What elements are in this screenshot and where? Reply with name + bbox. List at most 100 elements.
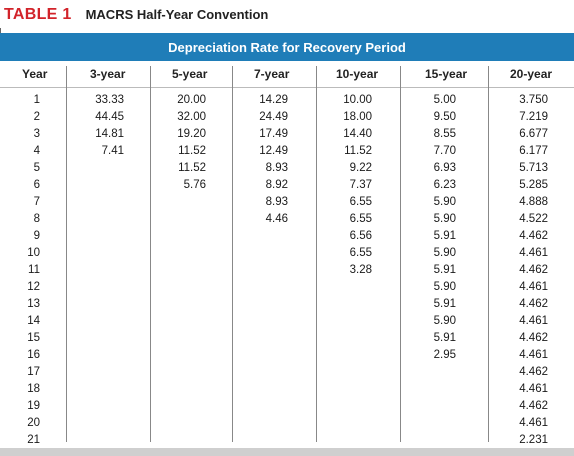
rate-cell: 11.52 xyxy=(178,162,206,174)
banner-text: Depreciation Rate for Recovery Period xyxy=(168,39,406,55)
header-3-year: 3-year xyxy=(90,67,126,81)
rate-cell: 7.70 xyxy=(433,145,456,157)
rate-cell: 2.95 xyxy=(433,349,456,361)
header-7-year: 7-year xyxy=(254,67,290,81)
table-row: 17 4.462 xyxy=(0,366,574,383)
rate-cell: 6.55 xyxy=(349,213,372,225)
table-row: 7 8.93 6.55 5.90 4.888 xyxy=(0,196,574,213)
rate-cell: 6.55 xyxy=(349,196,372,208)
header-20-year: 20-year xyxy=(510,67,553,81)
header-15-year: 15-year xyxy=(425,67,468,81)
table-row: 9 6.56 5.91 4.462 xyxy=(0,230,574,247)
rate-cell: 8.93 xyxy=(265,162,288,174)
rate-cell: 5.90 xyxy=(433,315,456,327)
year-cell: 7 xyxy=(33,196,40,208)
rate-cell: 4.461 xyxy=(519,417,548,429)
rate-cell: 6.177 xyxy=(519,145,548,157)
rate-cell: 5.90 xyxy=(433,281,456,293)
rate-cell: 12.49 xyxy=(259,145,288,157)
rate-cell: 4.888 xyxy=(519,196,548,208)
table-row: 18 4.461 xyxy=(0,383,574,400)
rate-cell: 5.90 xyxy=(433,213,456,225)
rate-cell: 4.462 xyxy=(519,366,548,378)
rate-cell: 4.461 xyxy=(519,315,548,327)
rate-cell: 11.52 xyxy=(344,145,372,157)
table-title: MACRS Half-Year Convention xyxy=(85,7,269,22)
rate-cell: 7.37 xyxy=(349,179,372,191)
rate-cell: 19.20 xyxy=(177,128,206,140)
rate-cell: 6.23 xyxy=(433,179,456,191)
rate-cell: 5.90 xyxy=(433,196,456,208)
rate-cell: 14.29 xyxy=(259,94,288,106)
rate-cell: 5.00 xyxy=(433,94,456,106)
year-cell: 3 xyxy=(33,128,40,140)
rate-cell: 4.461 xyxy=(519,247,548,259)
table-row: 16 2.95 4.461 xyxy=(0,349,574,366)
year-cell: 17 xyxy=(27,366,40,378)
table-row: 10 6.55 5.90 4.461 xyxy=(0,247,574,264)
year-cell: 12 xyxy=(27,281,40,293)
rate-cell: 7.41 xyxy=(101,145,124,157)
rate-cell: 4.461 xyxy=(519,349,548,361)
rate-cell: 5.91 xyxy=(433,230,456,242)
table-banner: Depreciation Rate for Recovery Period xyxy=(0,33,574,61)
table-row: 19 4.462 xyxy=(0,400,574,417)
rate-cell: 6.677 xyxy=(519,128,548,140)
rate-cell: 33.33 xyxy=(95,94,124,106)
year-cell: 13 xyxy=(27,298,40,310)
year-cell: 21 xyxy=(27,434,40,446)
rate-cell: 3.28 xyxy=(349,264,372,276)
column-divider xyxy=(66,66,67,442)
column-divider xyxy=(316,66,317,442)
year-cell: 10 xyxy=(27,247,40,259)
rate-cell: 10.00 xyxy=(343,94,372,106)
rate-cell: 24.49 xyxy=(259,111,288,123)
rate-cell: 4.522 xyxy=(519,213,548,225)
column-divider xyxy=(488,66,489,442)
year-cell: 15 xyxy=(27,332,40,344)
rate-cell: 3.750 xyxy=(519,94,548,106)
year-cell: 18 xyxy=(27,383,40,395)
column-divider xyxy=(150,66,151,442)
table-row: 11 3.28 5.91 4.462 xyxy=(0,264,574,281)
rate-cell: 4.46 xyxy=(265,213,288,225)
table-row: 14 5.90 4.461 xyxy=(0,315,574,332)
rate-cell: 4.461 xyxy=(519,383,548,395)
column-divider xyxy=(232,66,233,442)
rate-cell: 5.90 xyxy=(433,247,456,259)
header-row: Year 3-year 5-year 7-year 10-year 15-year 20-y… xyxy=(0,61,574,85)
rate-cell: 32.00 xyxy=(177,111,206,123)
table-row: 13 5.91 4.462 xyxy=(0,298,574,315)
year-cell: 5 xyxy=(33,162,40,174)
table-row: 21 2.231 xyxy=(0,434,574,451)
table-row: 15 5.91 4.462 xyxy=(0,332,574,349)
rate-cell: 5.91 xyxy=(433,332,456,344)
rate-cell: 5.76 xyxy=(183,179,206,191)
rate-cell: 14.40 xyxy=(343,128,372,140)
rate-cell: 4.462 xyxy=(519,264,548,276)
year-cell: 19 xyxy=(27,400,40,412)
rate-cell: 11.52 xyxy=(178,145,206,157)
rate-cell: 4.462 xyxy=(519,298,548,310)
year-cell: 6 xyxy=(33,179,40,191)
rate-cell: 6.56 xyxy=(349,230,372,242)
rate-cell: 14.81 xyxy=(95,128,124,140)
rate-cell: 4.462 xyxy=(519,400,548,412)
year-cell: 2 xyxy=(33,111,40,123)
rate-cell: 18.00 xyxy=(343,111,372,123)
rate-cell: 5.91 xyxy=(433,298,456,310)
year-cell: 1 xyxy=(33,94,40,106)
year-cell: 4 xyxy=(33,145,40,157)
table-label: TABLE 1 xyxy=(4,6,72,23)
rate-cell: 5.285 xyxy=(519,179,548,191)
rate-cell: 20.00 xyxy=(177,94,206,106)
rate-cell: 8.92 xyxy=(265,179,288,191)
year-cell: 16 xyxy=(27,349,40,361)
rate-cell: 44.45 xyxy=(95,111,124,123)
header-10-year: 10-year xyxy=(336,67,379,81)
rate-cell: 4.462 xyxy=(519,230,548,242)
rate-cell: 4.461 xyxy=(519,281,548,293)
table-row: 12 5.90 4.461 xyxy=(0,281,574,298)
table-row: 6 5.76 8.92 7.37 6.23 5.285 xyxy=(0,179,574,196)
bottom-bar xyxy=(0,448,574,456)
